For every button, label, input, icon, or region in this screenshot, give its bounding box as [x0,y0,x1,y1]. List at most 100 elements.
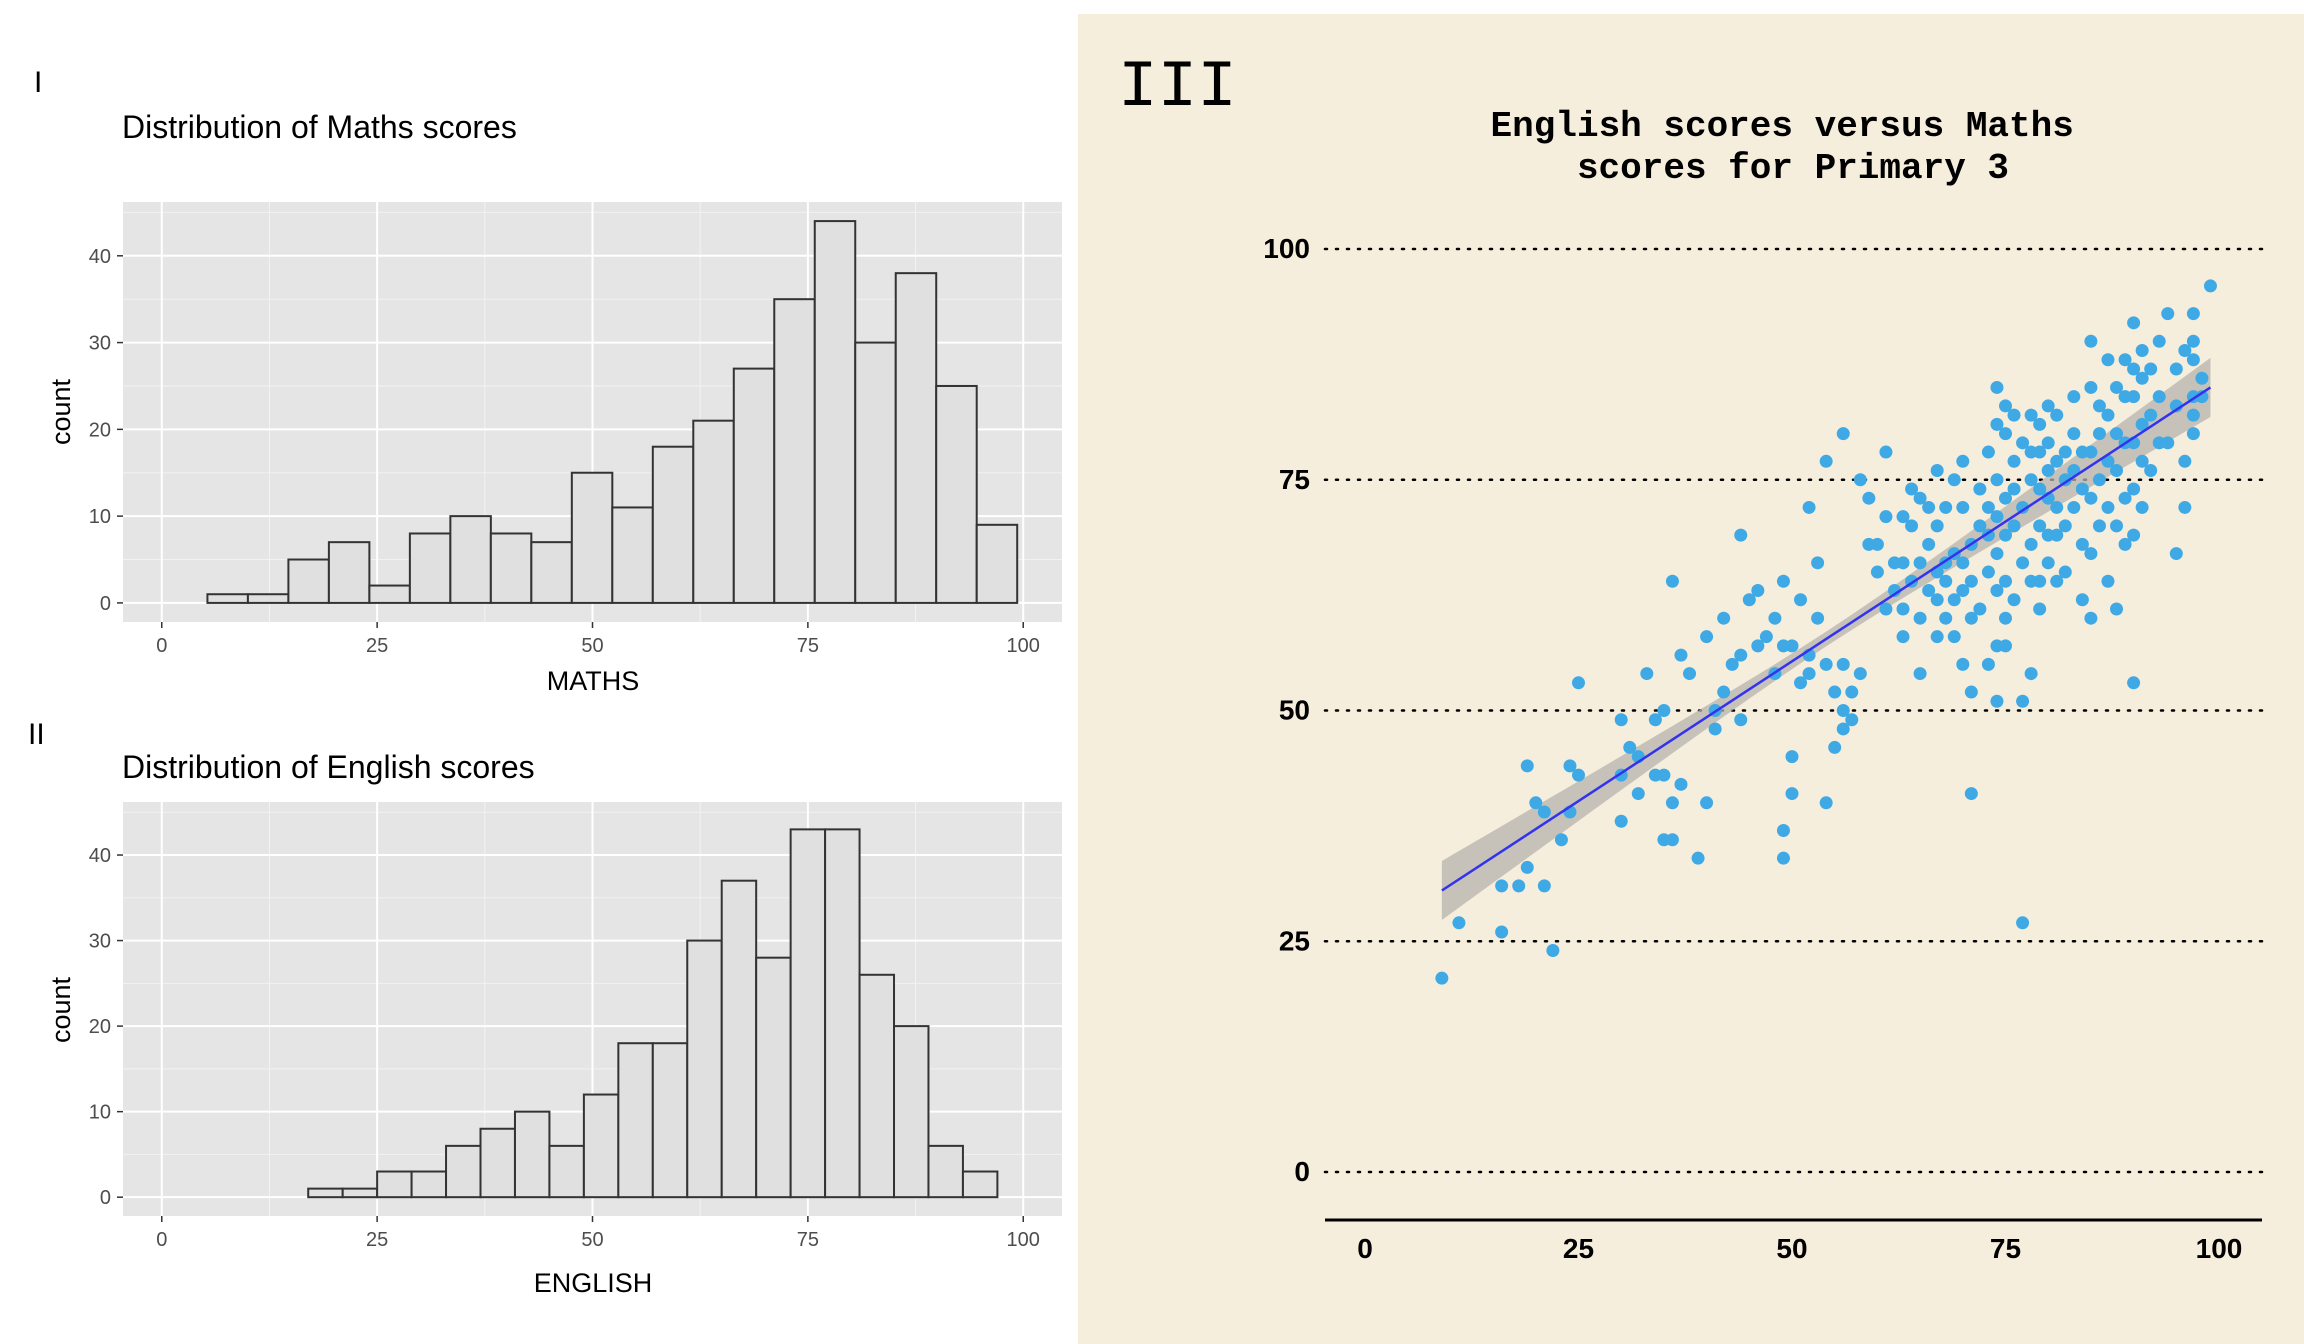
maths-bar [449,515,492,604]
scatter-point [1964,787,1978,801]
scatter-point [1785,787,1799,801]
scatter-title-line-1: English scores versus Maths [1491,106,2074,147]
scatter-point [1973,519,1987,533]
maths-x-tick-label: 0 [156,635,167,657]
english-bar [824,828,861,1199]
scatter-point [2084,334,2098,348]
scatter-point [1520,759,1534,773]
scatter-point [1683,667,1697,681]
scatter-point [1802,500,1816,514]
scatter-point [1922,500,1936,514]
scatter-point [1572,676,1585,690]
scatter-point [2178,454,2192,468]
scatter-regression-line [1441,386,2212,892]
english-x-tick-label: 100 [1007,1229,1040,1251]
scatter-point [1734,648,1748,662]
scatter-point [1930,593,1944,607]
scatter-x-tick-label: 50 [1776,1233,1807,1264]
scatter-point [2118,353,2132,367]
scatter-point [1742,593,1756,607]
scatter-point [2016,556,2030,570]
scatter-point [2110,602,2124,616]
scatter-point [1981,657,1995,671]
scatter-point [1964,685,1978,699]
scatter-point [1563,759,1577,773]
scatter-point [1999,427,2012,441]
maths-bar [813,220,857,604]
scatter-point [1674,777,1688,791]
scatter-point [1862,491,1876,505]
scatter-point [2050,528,2064,542]
scatter-point [1913,556,1927,570]
scatter-point [2024,537,2038,551]
scatter-point [1836,657,1850,671]
scatter-point [1725,657,1739,671]
scatter-point [1973,602,1987,616]
scatter-point [2016,694,2030,708]
english-y-tick-label: 40 [89,845,111,867]
scatter-point [2007,482,2021,496]
scatter-point [1819,796,1833,810]
scatter-point [2178,500,2192,514]
scatter-x-tick-label: 25 [1563,1233,1594,1264]
scatter-point [1896,510,1910,524]
maths-x-axis-label: MATHS [547,666,640,696]
scatter-point [2016,916,2030,930]
scatter-point [2041,464,2055,478]
scatter-point [1956,657,1970,671]
scatter-point [2033,519,2047,533]
scatter-point [1828,685,1842,699]
scatter-point [2007,519,2021,533]
scatter-point [1964,574,1978,588]
scatter-point [1785,750,1799,764]
scatter-point [1879,510,1893,524]
english-y-axis-label: count [46,976,76,1043]
scatter-point [1853,473,1867,487]
maths-bar [732,367,776,604]
scatter-point [1999,528,2012,542]
english-x-tick-label: 75 [797,1229,819,1251]
maths-y-tick-label: 30 [89,333,111,355]
scatter-point [2127,362,2141,376]
maths-y-tick-label: 20 [89,419,111,441]
maths-x-tick-label: 25 [366,635,388,657]
scatter-point [1819,657,1833,671]
scatter-point [1896,602,1910,616]
english-y-tick-label: 10 [89,1102,111,1124]
scatter-point [2084,380,2098,394]
scatter-point [2050,574,2064,588]
scatter-point [1956,454,1970,468]
scatter-point [1836,427,1850,441]
scatter-point [1691,851,1705,865]
scatter-point [2084,547,2098,561]
scatter-point [1990,417,2004,431]
scatter-point [1905,519,1919,533]
scatter-point [1981,565,1995,579]
scatter-point [2092,427,2106,441]
scatter-point [1836,722,1850,736]
scatter-point [1495,879,1509,893]
scatter-point [2084,445,2098,459]
scatter-point [1623,740,1637,754]
scatter-point [1905,482,1919,496]
scatter-y-tick-label: 25 [1279,925,1310,956]
scatter-point [2084,611,2098,625]
scatter-point [1776,851,1790,865]
scatter-point [1990,584,2004,598]
scatter-point [2067,390,2081,404]
scatter-point [2144,362,2158,376]
panel-tag-iii: III [1118,50,1237,125]
maths-y-tick-label: 0 [100,593,111,615]
scatter-point [2024,408,2038,422]
scatter-point [2016,500,2030,514]
english-y-tick-label: 30 [89,931,111,953]
scatter-point [1870,565,1884,579]
scatter-point [1999,611,2012,625]
scatter-point [2016,436,2030,450]
maths-chart-title: Distribution of Maths scores [122,109,517,145]
scatter-title-line-2: scores for Primary 3 [1577,148,2009,189]
scatter-point [1794,676,1808,690]
scatter-point [1913,667,1927,681]
scatter-point [2007,593,2021,607]
scatter-point [1435,971,1449,985]
